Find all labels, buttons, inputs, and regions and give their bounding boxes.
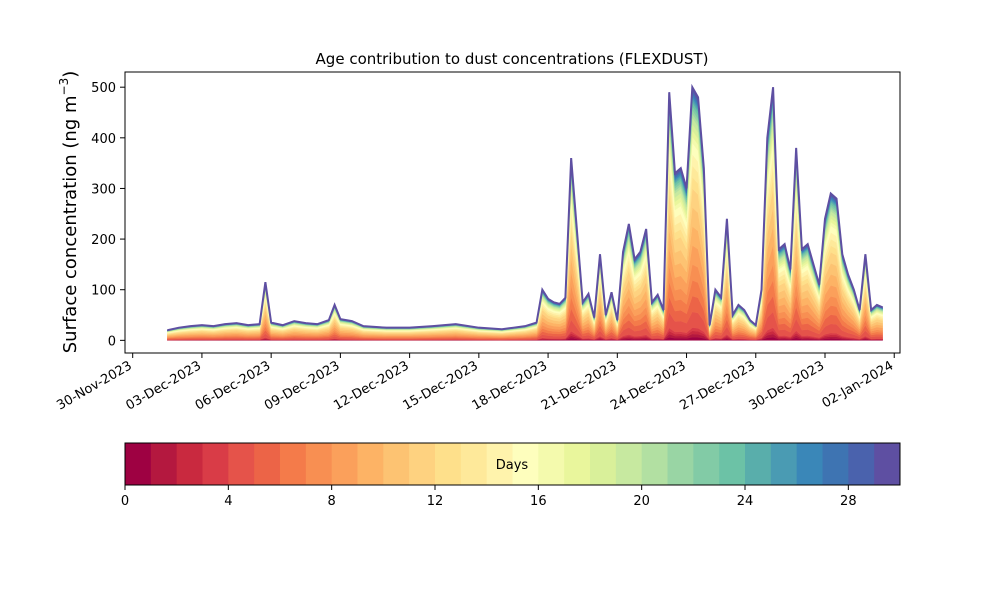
colorbar-swatch (615, 443, 643, 485)
colorbar-swatch (667, 443, 694, 485)
x-tick-label: 09-Dec-2023 (262, 358, 342, 413)
x-tick-label: 06-Dec-2023 (193, 358, 273, 413)
colorbar-swatch (254, 443, 281, 485)
colorbar-swatch (538, 443, 565, 485)
x-tick-label: 02-Jan-2024 (820, 358, 897, 411)
colorbar-swatch (770, 443, 798, 485)
colorbar-swatch (822, 443, 849, 485)
colorbar-swatch (228, 443, 255, 485)
colorbar-swatch (486, 443, 513, 485)
x-tick-label: 30-Dec-2023 (747, 358, 827, 413)
y-axis-label-text: Surface concentration (ng m (60, 95, 81, 353)
x-tick-label: 24-Dec-2023 (608, 358, 688, 413)
svg-text:Surface concentration (ng m−3): Surface concentration (ng m−3) (57, 71, 81, 354)
plot-frame (124, 71, 901, 354)
colorbar-swatch (564, 443, 591, 485)
colorbar-swatch (590, 443, 617, 485)
chart-title: Age contribution to dust concentrations … (316, 50, 709, 68)
colorbar-tick-label: 12 (427, 494, 444, 509)
x-tick-label: 15-Dec-2023 (400, 358, 480, 413)
colorbar-swatch (874, 443, 901, 485)
colorbar-swatch (305, 443, 333, 485)
x-tick-label: 27-Dec-2023 (677, 358, 757, 413)
colorbar-tick-label: 28 (840, 494, 857, 509)
x-axis: 30-Nov-202303-Dec-202306-Dec-202309-Dec-… (54, 353, 896, 414)
colorbar-swatch (435, 443, 462, 485)
colorbar-swatch (176, 443, 203, 485)
colorbar-swatch (745, 443, 772, 485)
colorbar-tick-label: 0 (121, 494, 129, 509)
y-axis: 0 100 200 300 400 500 (91, 81, 125, 349)
colorbar-ticks: 0 4 8 12 16 20 24 28 (121, 485, 857, 509)
y-axis-label: Surface concentration (ng m−3) (57, 71, 81, 354)
y-axis-label-close: ) (60, 71, 81, 78)
colorbar-tick-label: 8 (328, 494, 336, 509)
y-tick-label: 0 (108, 334, 116, 349)
y-tick-label: 400 (91, 132, 116, 147)
colorbar-swatch (409, 443, 436, 485)
colorbar-swatch (150, 443, 178, 485)
y-axis-label-superscript: −3 (57, 78, 71, 96)
y-tick-label: 200 (91, 233, 116, 248)
colorbar-swatch (719, 443, 746, 485)
x-tick-label: 18-Dec-2023 (470, 358, 550, 413)
y-tick-label: 500 (91, 81, 116, 96)
x-tick-label: 30-Nov-2023 (54, 358, 134, 413)
y-tick-label: 300 (91, 182, 116, 197)
colorbar-swatch (383, 443, 410, 485)
colorbar-tick-label: 20 (633, 494, 650, 509)
colorbar (125, 443, 901, 485)
total-concentration-line (167, 83, 884, 332)
x-tick-label: 12-Dec-2023 (331, 358, 411, 413)
age-contribution-areas (167, 83, 884, 341)
colorbar-swatch (512, 443, 539, 485)
colorbar-swatch (357, 443, 384, 485)
x-tick-label: 03-Dec-2023 (124, 358, 204, 413)
colorbar-swatch (796, 443, 823, 485)
x-tick-label: 21-Dec-2023 (539, 358, 619, 413)
colorbar-swatch (202, 443, 229, 485)
colorbar-swatch (693, 443, 720, 485)
colorbar-swatch (848, 443, 875, 485)
colorbar-swatch (331, 443, 358, 485)
colorbar-tick-label: 4 (224, 494, 232, 509)
colorbar-tick-label: 24 (737, 494, 754, 509)
y-tick-label: 100 (91, 284, 116, 299)
colorbar-frame (124, 442, 901, 486)
colorbar-tick-label: 16 (530, 494, 547, 509)
colorbar-swatch (460, 443, 488, 485)
colorbar-swatch (280, 443, 307, 485)
colorbar-label: Days (496, 458, 529, 473)
colorbar-swatch (641, 443, 668, 485)
colorbar-swatch (125, 443, 152, 485)
